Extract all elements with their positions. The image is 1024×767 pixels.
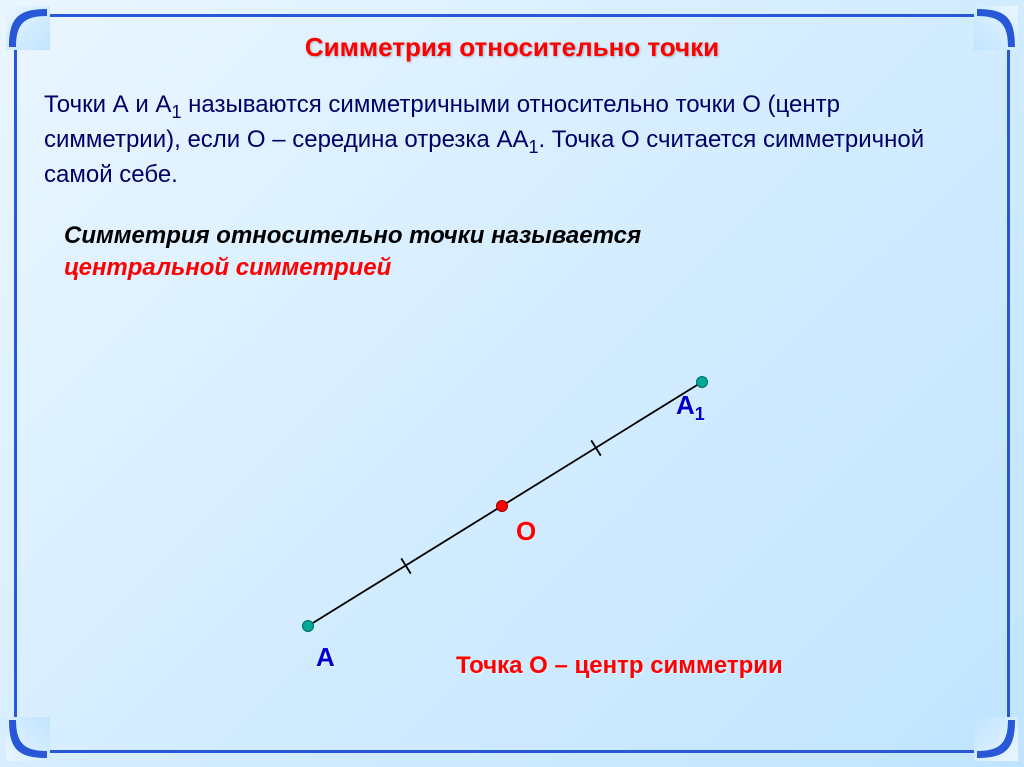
point-O [497,501,508,512]
symmetry-diagram: А О А1 Точка О – центр симметрии [36,346,988,726]
point-label-A: А [316,642,335,673]
point-label-A1: А1 [676,390,705,425]
statement-part2: центральной симметрией [64,254,391,281]
slide: Симметрия относительно точки Точки А и А… [0,0,1024,767]
diagram-caption: Точка О – центр симметрии [456,652,783,680]
equal-tick-1 [591,440,600,455]
point-A1 [697,377,708,388]
content-area: Симметрия относительно точки Точки А и А… [36,26,988,741]
equal-tick-0 [401,558,410,573]
point-label-O: О [516,516,536,547]
statement-text: Симметрия относительно точки называется … [36,220,988,285]
slide-title: Симметрия относительно точки [36,32,988,63]
statement-part1: Симметрия относительно точки называется [64,222,641,249]
definition-text: Точки А и А1 называются симметричными от… [36,89,988,192]
point-A [303,621,314,632]
